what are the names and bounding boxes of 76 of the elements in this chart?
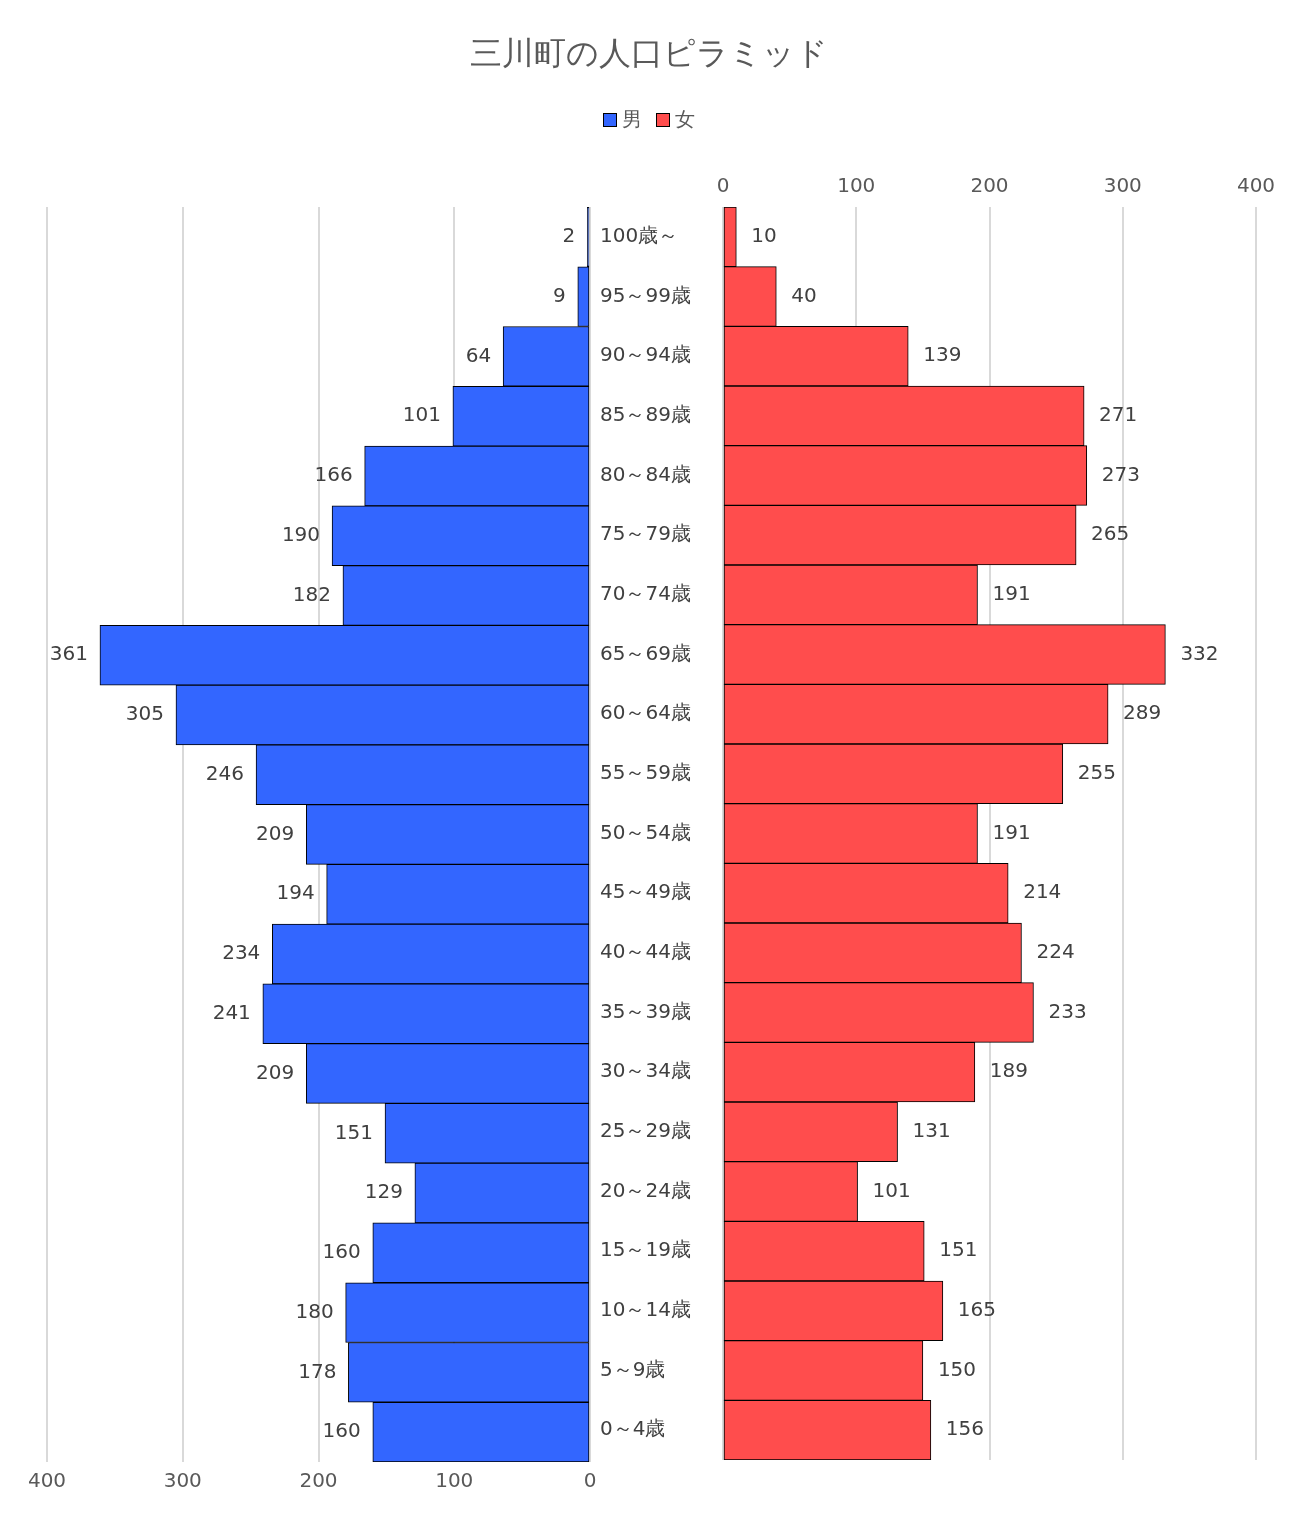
- x-tick-label: 300: [163, 1468, 202, 1493]
- data-label: 129: [364, 1179, 403, 1204]
- x-tick-label: 100: [837, 173, 876, 198]
- data-label: 151: [939, 1237, 978, 1262]
- data-label: 273: [1101, 461, 1140, 486]
- data-label: 224: [1036, 939, 1075, 964]
- data-label: 191: [992, 819, 1031, 844]
- data-label: 180: [295, 1298, 334, 1323]
- data-label: 151: [334, 1119, 374, 1144]
- y-tick-label: 100歳～: [600, 223, 679, 248]
- x-tick-label: 300: [1103, 173, 1142, 198]
- y-tick-label: 90～94歳: [600, 342, 691, 367]
- data-label: 150: [937, 1356, 977, 1381]
- x-tick-label: 200: [299, 1468, 338, 1493]
- data-label: 234: [222, 940, 261, 965]
- legend-label: 男: [622, 106, 642, 133]
- x-tick-label: 200: [970, 173, 1009, 198]
- y-tick-label: 30～34歳: [600, 1058, 691, 1083]
- legend-label: 女: [675, 106, 695, 133]
- y-tick-label: 95～99歳: [600, 282, 691, 307]
- data-label: 165: [957, 1297, 997, 1322]
- data-label: 139: [923, 342, 962, 367]
- y-tick-label: 40～44歳: [600, 939, 691, 964]
- data-label: 191: [992, 581, 1031, 606]
- x-tick-label: 400: [1236, 173, 1276, 198]
- data-label: 9: [553, 282, 566, 307]
- data-label: 101: [402, 402, 441, 427]
- y-tick-label: 80～84歳: [600, 461, 691, 486]
- data-label: 233: [1048, 998, 1087, 1023]
- data-label: 10: [751, 223, 777, 248]
- y-tick-label: 45～49歳: [600, 879, 691, 904]
- data-label: 194: [276, 880, 315, 905]
- y-tick-label: 10～14歳: [600, 1297, 691, 1322]
- data-label: 255: [1077, 760, 1116, 785]
- y-tick-label: 0～4歳: [600, 1416, 666, 1441]
- data-label: 189: [989, 1058, 1029, 1083]
- data-label: 209: [256, 820, 295, 845]
- data-label: 64: [465, 342, 492, 367]
- data-label: 156: [945, 1416, 985, 1441]
- chart-title: 三川町の人口ピラミッド: [469, 33, 829, 74]
- y-tick-label: 35～39歳: [600, 998, 691, 1023]
- x-tick-label: 0: [716, 173, 730, 198]
- y-tick-label: 85～89歳: [600, 402, 691, 427]
- data-label: 361: [49, 641, 88, 666]
- x-tick-label: 0: [583, 1468, 597, 1493]
- y-tick-label: 15～19歳: [600, 1237, 691, 1262]
- data-label: 160: [322, 1418, 361, 1443]
- data-label: 241: [212, 999, 251, 1024]
- data-label: 2: [562, 223, 576, 248]
- data-label: 182: [292, 581, 331, 606]
- y-tick-label: 55～59歳: [600, 760, 691, 785]
- data-label: 289: [1123, 700, 1162, 725]
- y-tick-label: 25～29歳: [600, 1118, 691, 1143]
- data-label: 305: [125, 701, 164, 726]
- y-tick-label: 60～64歳: [600, 700, 691, 725]
- data-label: 271: [1099, 402, 1138, 427]
- data-label: 332: [1180, 640, 1219, 665]
- x-tick-label: 400: [27, 1468, 67, 1493]
- data-label: 214: [1023, 879, 1062, 904]
- y-tick-label: 50～54歳: [600, 819, 691, 844]
- data-label: 246: [205, 760, 245, 785]
- data-label: 131: [912, 1118, 951, 1143]
- data-label: 166: [314, 462, 353, 487]
- data-label: 265: [1091, 521, 1130, 546]
- y-tick-label: 70～74歳: [600, 581, 691, 606]
- y-tick-label: 20～24歳: [600, 1177, 691, 1202]
- data-label: 40: [791, 282, 817, 307]
- data-label: 101: [872, 1177, 911, 1202]
- y-tick-label: 75～79歳: [600, 521, 691, 546]
- x-tick-label: 100: [435, 1468, 474, 1493]
- data-label: 209: [256, 1059, 295, 1084]
- data-label: 160: [322, 1239, 361, 1264]
- y-tick-label: 65～69歳: [600, 640, 691, 665]
- data-label: 178: [298, 1358, 337, 1383]
- y-tick-label: 5～9歳: [600, 1356, 666, 1381]
- data-label: 190: [281, 521, 321, 546]
